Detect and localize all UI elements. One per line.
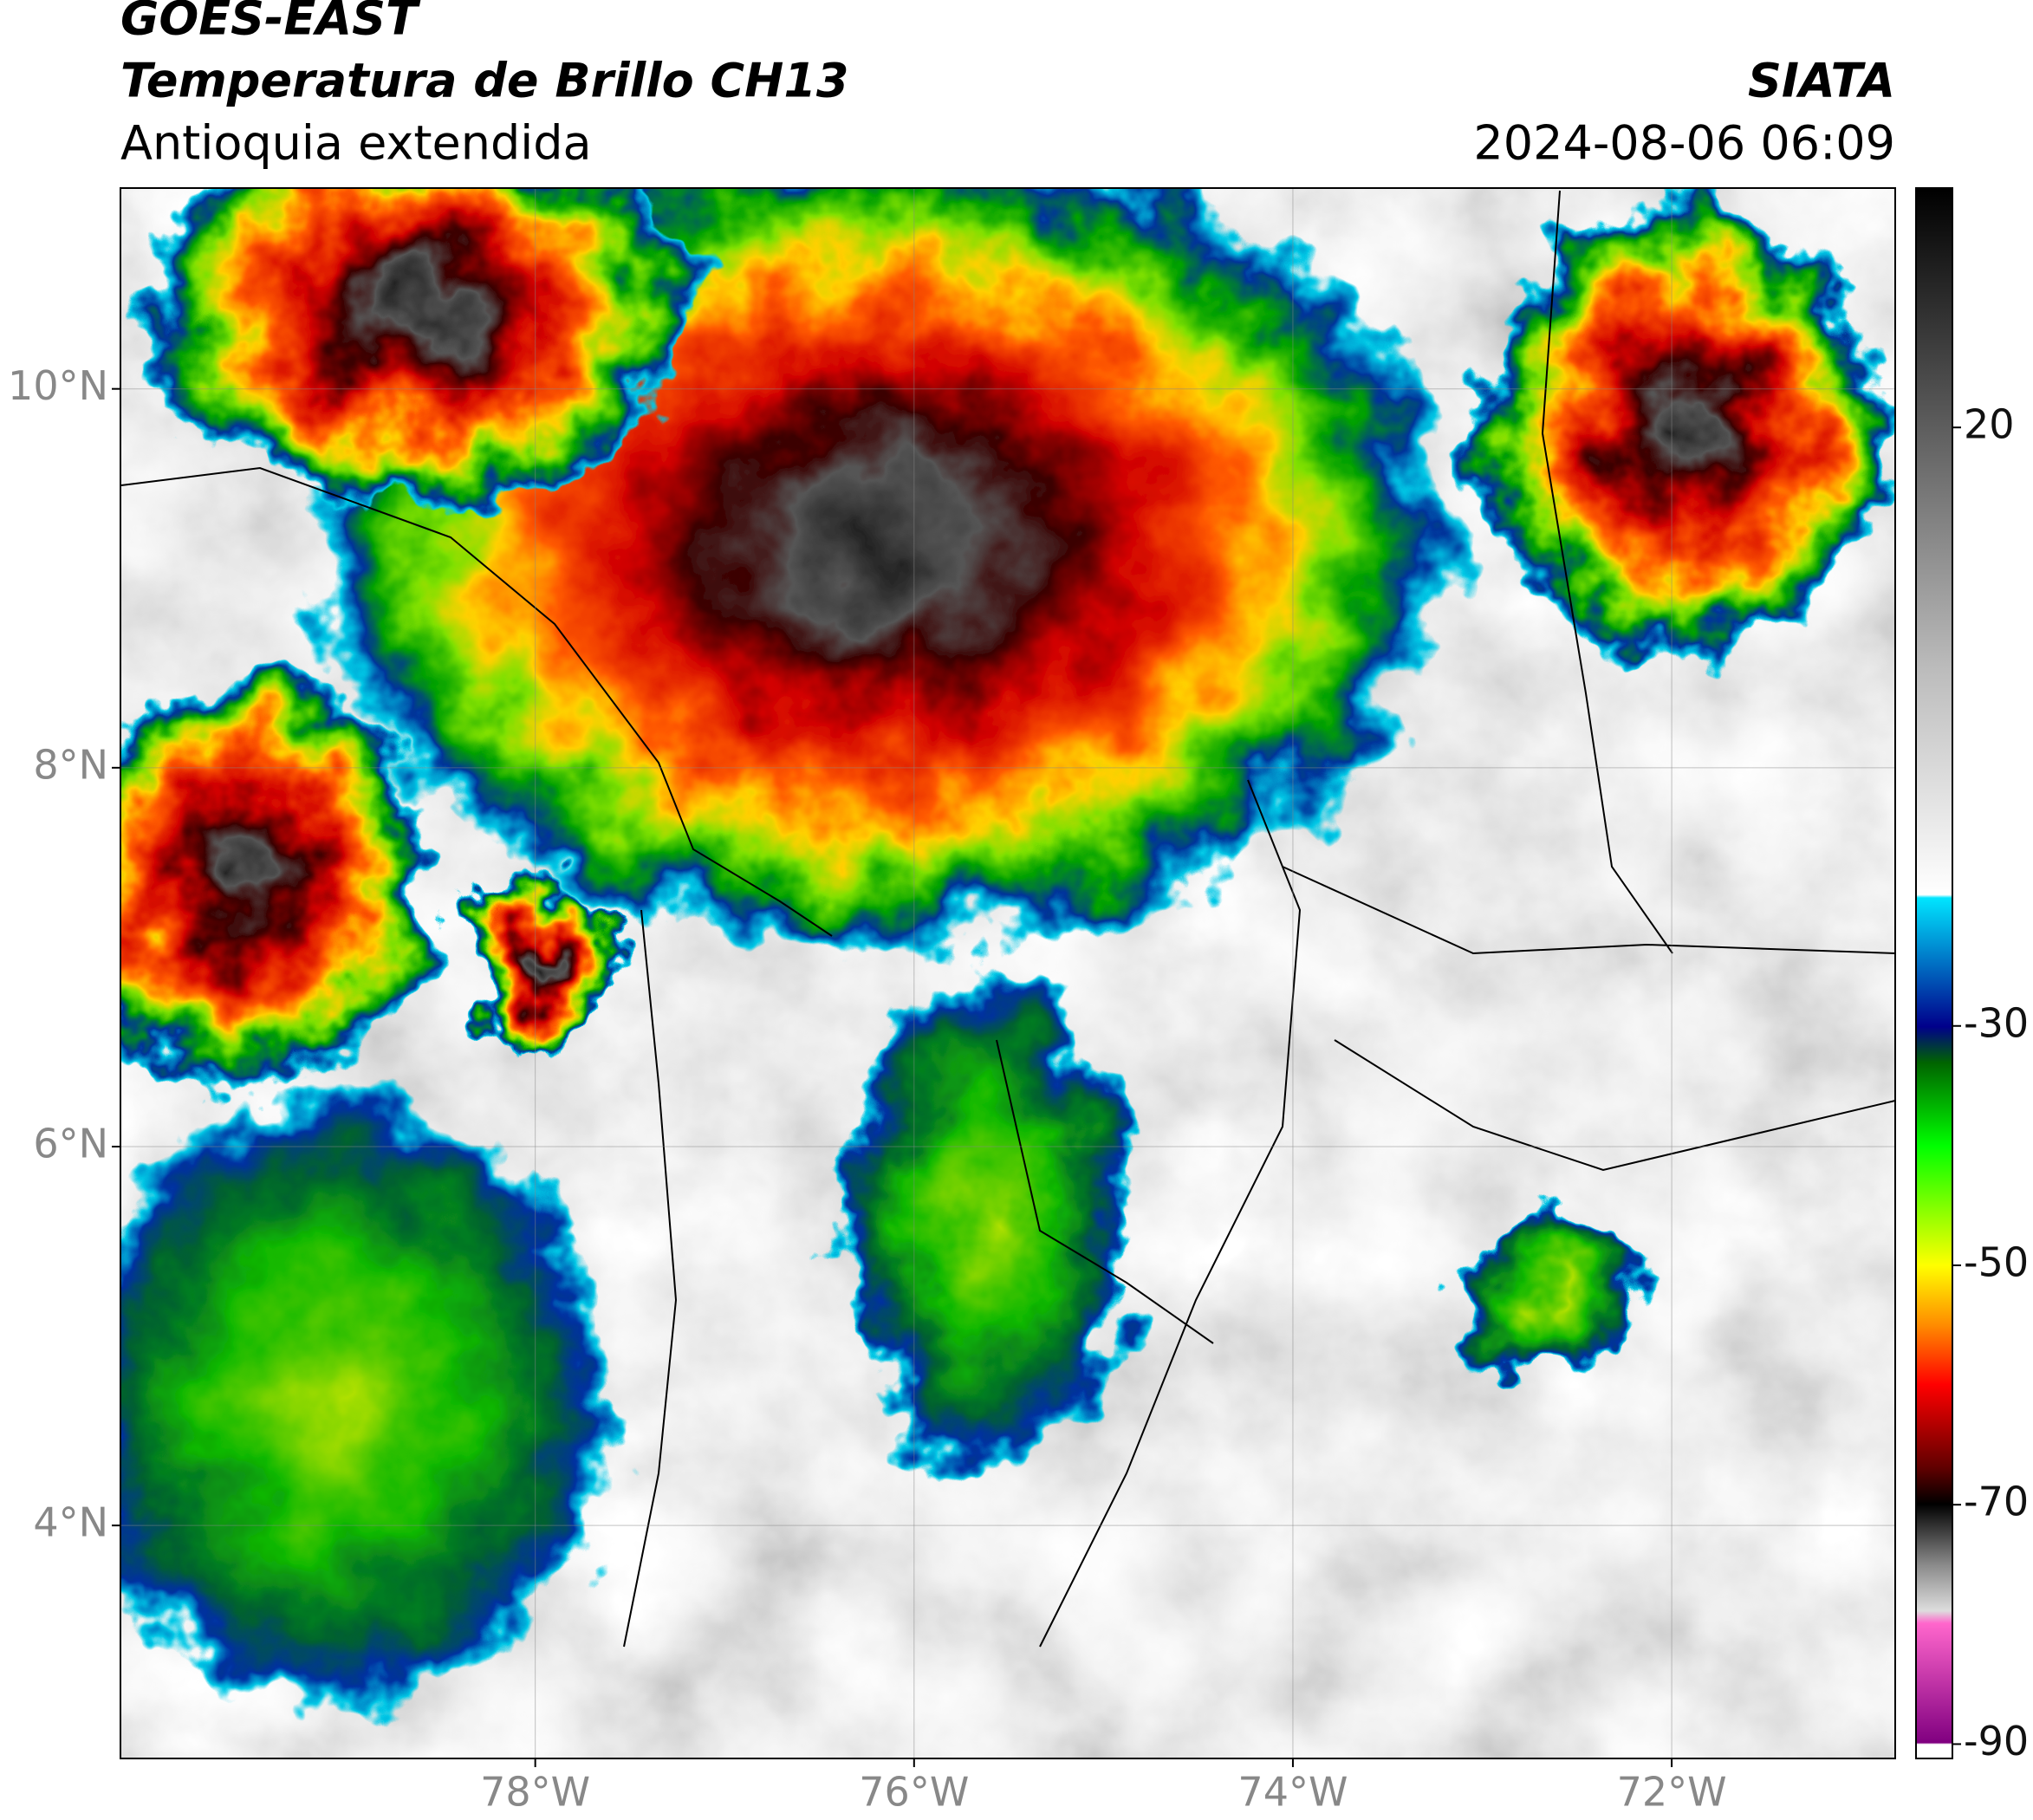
colorbar-tick-label: -90 [1964,1718,2029,1765]
colorbar-tick-label: 20 [1964,401,2015,448]
y-tick-label: 10°N [8,362,108,409]
x-tick-label: 74°W [1237,1769,1348,1816]
y-tick-label: 6°N [33,1120,108,1167]
y-tick-label: 4°N [33,1499,108,1546]
datetime: 2024-08-06 06:09 [1473,116,1895,171]
map-frame [120,187,1896,1759]
region: Antioquia extendida [120,116,592,171]
borders [120,190,1895,1648]
y-tick-label: 8°N [33,741,108,788]
source: SIATA [1748,54,1895,108]
colorbar [1915,187,1953,1759]
title: GOES-EAST [120,0,421,46]
x-tick-label: 72°W [1617,1769,1727,1816]
x-tick-label: 78°W [480,1769,590,1816]
colorbar-tick-label: -70 [1964,1479,2029,1525]
x-tick-label: 76°W [859,1769,969,1816]
subtitle: Temperatura de Brillo CH13 [120,54,849,108]
satellite-image [120,188,1895,1758]
colorbar-tick-label: -30 [1964,999,2029,1046]
colorbar-tick-label: -50 [1964,1238,2029,1285]
